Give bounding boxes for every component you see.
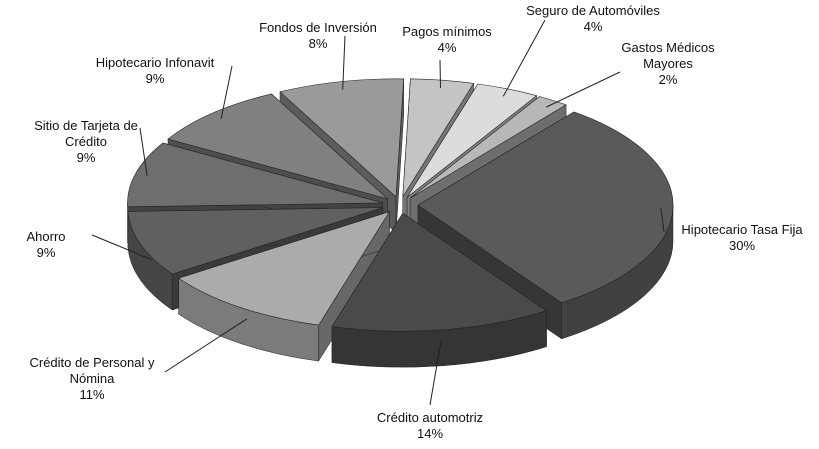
slice-percent: 4% [583,19,603,34]
slice-top [409,96,567,199]
leader-line [220,65,233,120]
slice-percent: 9% [36,245,56,260]
leader-line [439,59,441,89]
leader-line [91,234,153,261]
slice-top [402,78,475,197]
slice-top [406,83,538,198]
slice [331,212,548,368]
slice-percent: 8% [308,36,328,51]
slice-percent: 9% [145,71,165,86]
slice-name: Gastos Médicos Mayores [621,40,715,71]
slice-name: Hipotecario Infonavit [95,55,215,70]
slice-name: Crédito automotriz [376,410,484,425]
slice-top [127,142,383,208]
slice-label: Crédito de Personal y Nómina 11% [12,355,172,403]
leader-line [139,127,148,176]
slice-label: Fondos de Inversión 8% [218,20,418,52]
slice-label: Ahorro 9% [0,229,146,261]
leader-line [546,71,621,108]
leader-line [429,339,442,406]
leader-line [164,318,248,373]
slice-label: Sitio de Tarjeta de Crédito 9% [16,118,156,166]
leader-line [342,35,346,90]
slice-label: Hipotecario Tasa Fija 30% [642,222,819,254]
slice-top [279,78,405,198]
slice-top [331,212,548,332]
slice-name: Hipotecario Tasa Fija [681,222,803,237]
slice-label: Hipotecario Infonavit 9% [55,55,255,87]
slice-name: Crédito de Personal y Nómina [29,355,155,386]
leader-line [660,208,665,233]
leader-line [502,19,546,97]
slice-label: Pagos mínimos 4% [347,24,547,56]
slice-label: Seguro de Automóviles 4% [493,3,693,35]
slice-name: Fondos de Inversión [259,20,377,35]
slice-name: Seguro de Automóviles [526,3,660,18]
slice-percent: 2% [658,72,678,87]
slice-percent: 30% [728,238,756,253]
slice-top [417,111,674,304]
slice-percent: 9% [76,150,96,165]
slice-name: Pagos mínimos [402,24,492,39]
slice-label: Gastos Médicos Mayores 2% [613,40,723,88]
slice-percent: 11% [79,387,105,402]
slice-label: Crédito automotriz 14% [330,410,530,442]
slice-top [127,207,383,275]
slice-top [178,211,391,326]
slice-percent: 14% [416,426,444,441]
slice-name: Sitio de Tarjeta de Crédito [34,118,138,149]
slice-name: Ahorro [26,229,66,244]
slice-top [167,93,388,200]
slice-percent: 4% [437,40,457,55]
